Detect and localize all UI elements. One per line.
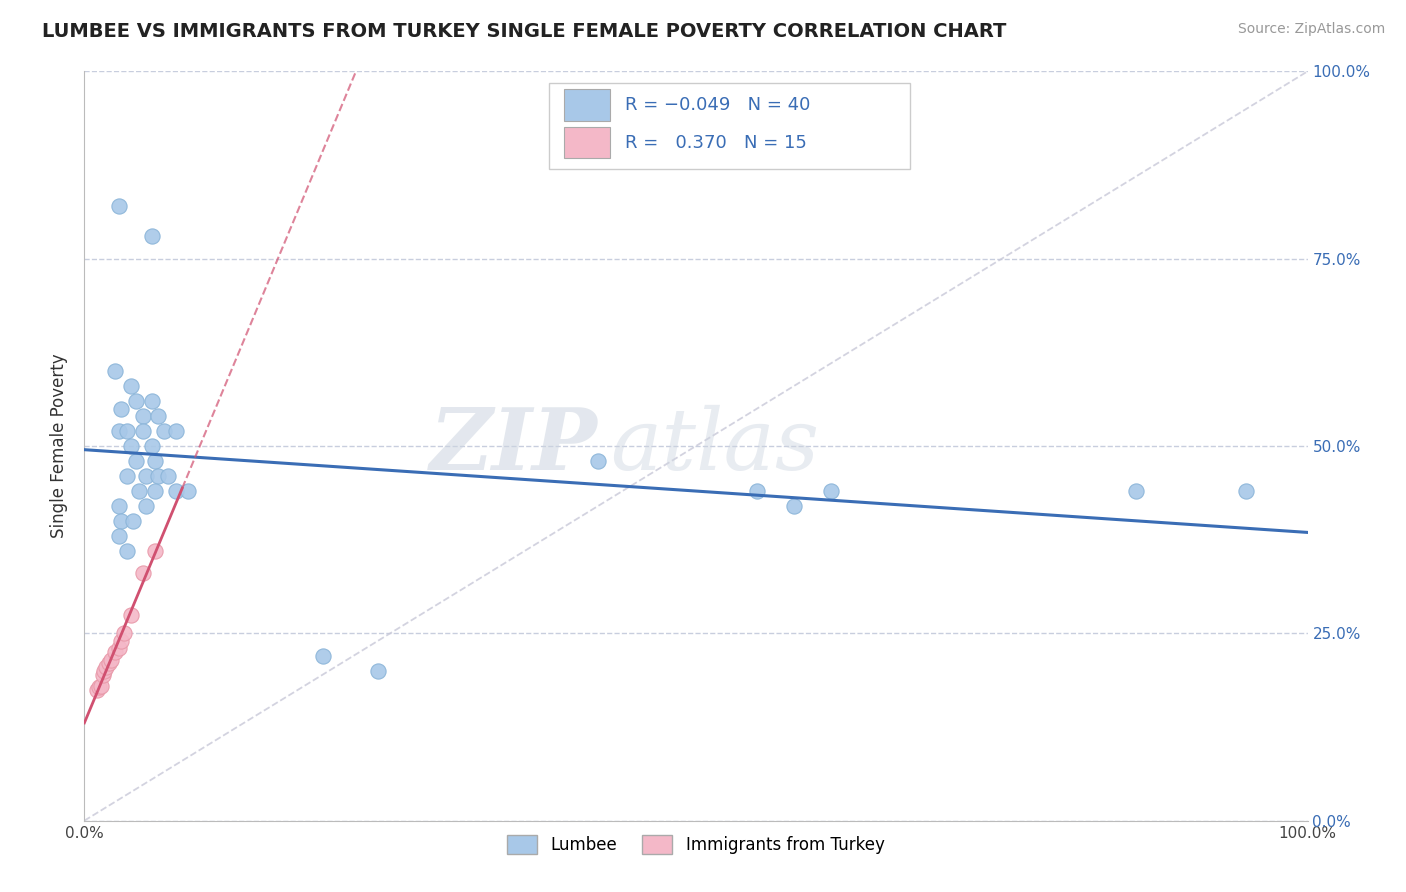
Y-axis label: Single Female Poverty: Single Female Poverty [51,354,69,538]
Text: Source: ZipAtlas.com: Source: ZipAtlas.com [1237,22,1385,37]
Legend: Lumbee, Immigrants from Turkey: Lumbee, Immigrants from Turkey [501,829,891,861]
Point [135,469,157,483]
Point [112,626,135,640]
Point [110,633,132,648]
Point [586,454,609,468]
Point [143,544,166,558]
Point [1125,483,1147,498]
Text: R =   0.370   N = 15: R = 0.370 N = 15 [626,134,807,152]
Text: ZIP: ZIP [430,404,598,488]
Point [115,544,138,558]
Point [165,483,187,498]
Point [146,409,169,423]
Point [143,483,166,498]
Point [115,424,138,438]
Point [135,499,157,513]
Point [747,483,769,498]
Point [97,657,120,671]
FancyBboxPatch shape [564,127,610,158]
Point [156,469,179,483]
Point [90,679,112,693]
Point [120,379,142,393]
Point [141,229,163,244]
Point [128,483,150,498]
FancyBboxPatch shape [550,83,910,169]
Text: R = −0.049   N = 40: R = −0.049 N = 40 [626,96,810,114]
Point [143,454,166,468]
Point [87,680,110,694]
Point [141,439,163,453]
Point [153,424,176,438]
Point [820,483,842,498]
Point [146,469,169,483]
Point [141,394,163,409]
Point [122,514,145,528]
Point [132,424,155,438]
Text: LUMBEE VS IMMIGRANTS FROM TURKEY SINGLE FEMALE POVERTY CORRELATION CHART: LUMBEE VS IMMIGRANTS FROM TURKEY SINGLE … [42,22,1007,41]
Point [107,529,129,543]
Point [312,648,335,663]
Point [367,664,389,678]
Point [1236,483,1258,498]
Point [110,514,132,528]
FancyBboxPatch shape [564,89,610,120]
Point [125,394,148,409]
Point [120,607,142,622]
Point [104,364,127,378]
Point [115,469,138,483]
Point [86,682,108,697]
Text: atlas: atlas [610,405,820,487]
Point [120,439,142,453]
Point [107,499,129,513]
Point [107,199,129,213]
Point [177,483,200,498]
Point [93,664,115,678]
Point [783,499,806,513]
Point [165,424,187,438]
Point [100,652,122,666]
Point [91,667,114,681]
Point [132,409,155,423]
Point [104,645,127,659]
Point [107,641,129,656]
Point [125,454,148,468]
Point [107,424,129,438]
Point [132,566,155,581]
Point [96,660,118,674]
Point [110,401,132,416]
